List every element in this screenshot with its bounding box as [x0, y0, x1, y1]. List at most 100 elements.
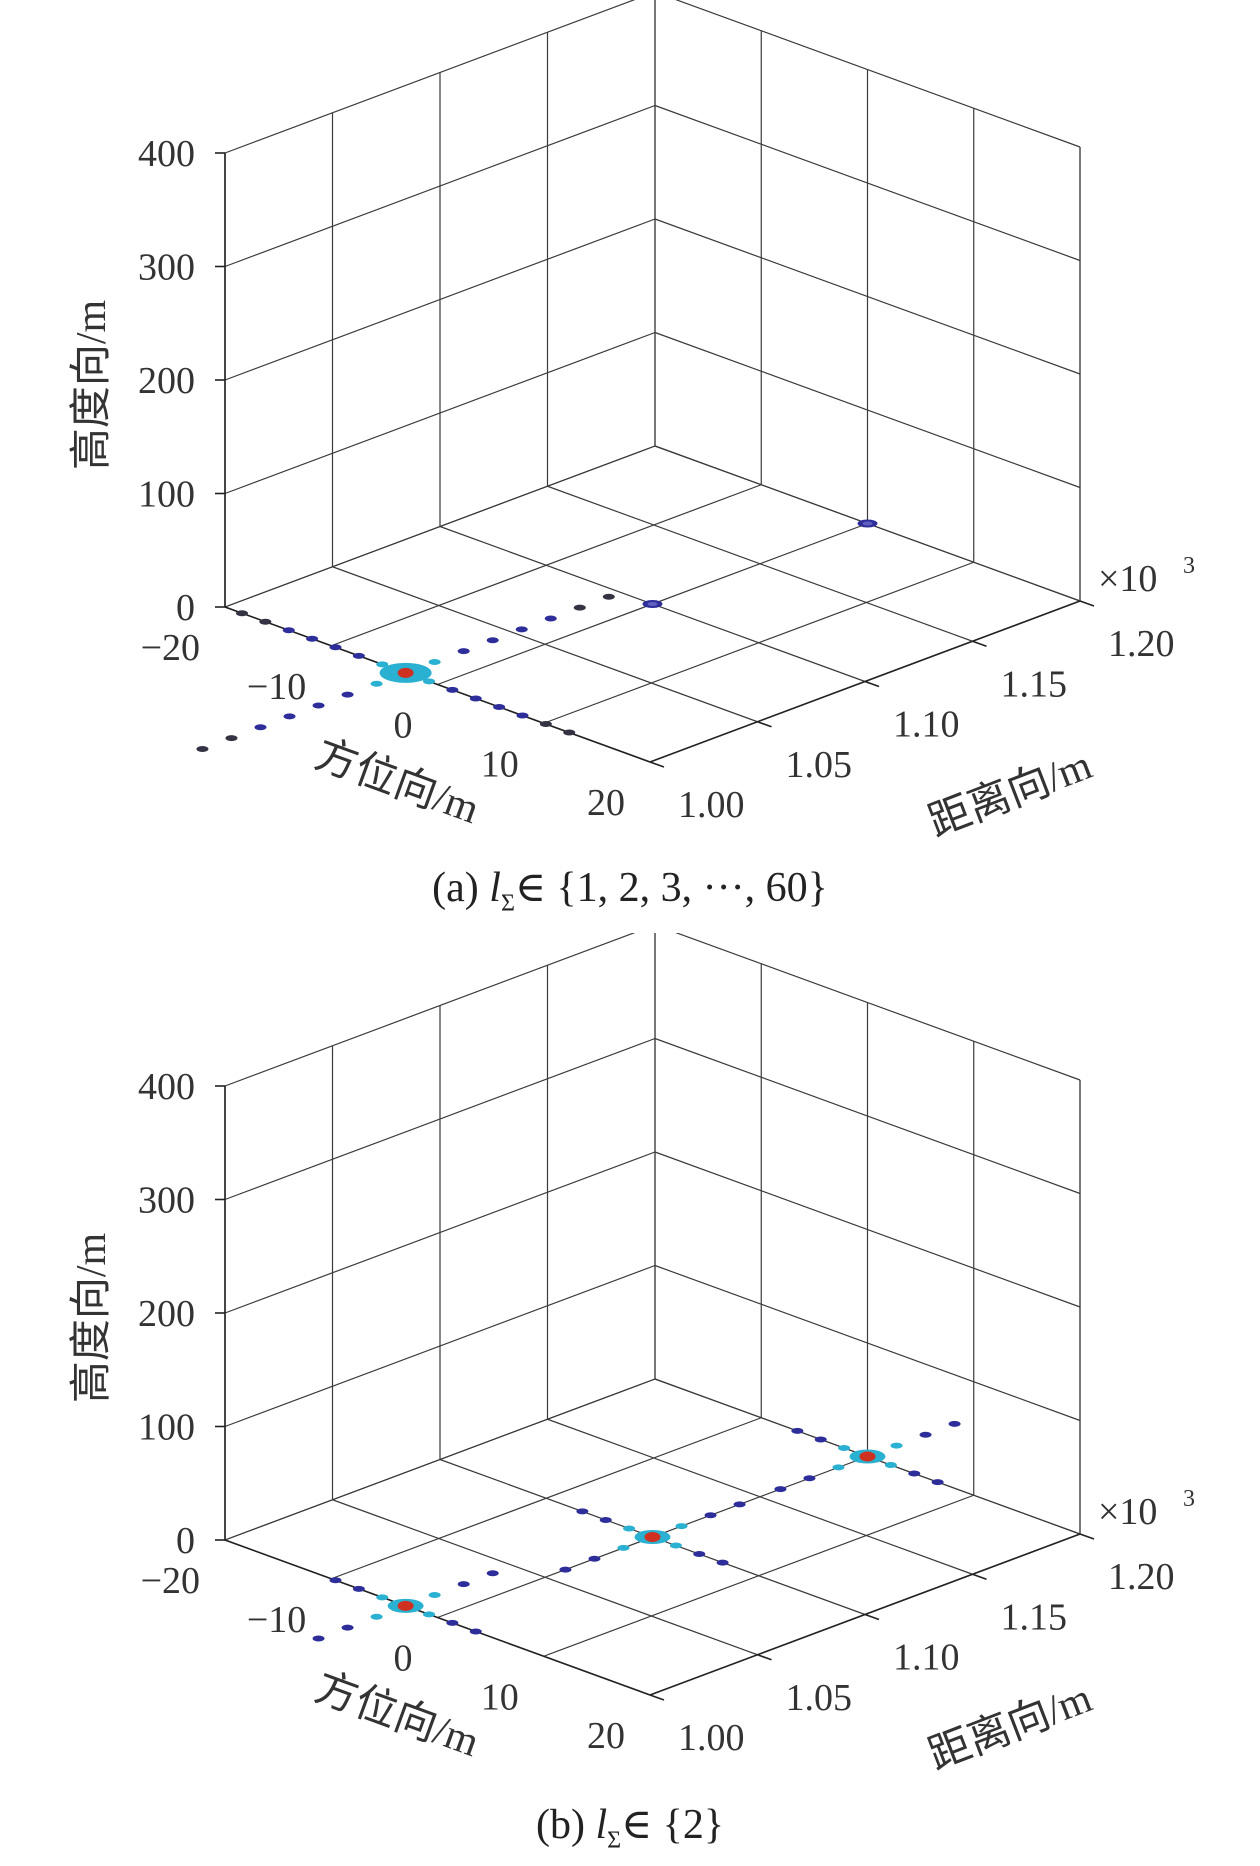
y-tick-mark	[1079, 1533, 1095, 1540]
z-tick-label: 300	[138, 1180, 195, 1222]
caption-b-prefix: (b)	[535, 1802, 596, 1848]
x-tick-label: −20	[141, 627, 200, 669]
plot-group-a: 0 100 200 300 400 −20 −10 0 10 20 1.00 1.05 1.10 1.15…	[69, 0, 1195, 846]
wall-x-horizontal	[224, 1151, 656, 1314]
x-tick-label: −20	[141, 1560, 200, 1602]
y-multiplier-exponent: 3	[1183, 1486, 1195, 1512]
arm-y-blob	[283, 713, 296, 720]
arm-x-blob	[423, 1611, 435, 1618]
wall-x-horizontal	[224, 218, 656, 381]
arm-x-blob	[446, 686, 459, 693]
chart-a-svg: 0 100 200 300 400 −20 −10 0 10 20 1.00 1.05 1.10 1.15…	[69, 0, 1195, 846]
z-axis-label: 高度向/m	[69, 300, 115, 471]
data-point-0	[312, 1570, 499, 1642]
y-multiplier-label: ×10	[1098, 1491, 1157, 1533]
y-axis-label: 距离向/m	[922, 741, 1098, 846]
x-tick-label: 0	[394, 1638, 413, 1680]
arm-x-blob	[469, 1628, 482, 1635]
arm-x-blob	[838, 1444, 851, 1451]
wall-y-horizontal	[654, 1151, 1081, 1308]
y-tick-mark	[972, 1573, 987, 1581]
caption-b: (b) lΣ∈ {2}	[0, 1799, 1260, 1854]
arm-y-blob	[588, 1555, 601, 1562]
wall-x-horizontal	[224, 933, 636, 1087]
arm-x-blob	[791, 1427, 804, 1434]
arm-x-blob	[516, 712, 529, 719]
arm-x-blob	[376, 1594, 389, 1601]
floor-gridline-y	[547, 1418, 973, 1575]
x-axis-line	[224, 1539, 651, 1696]
arm-y-blob	[312, 1635, 325, 1642]
center-peak	[397, 667, 414, 678]
arm-y-blob	[370, 1613, 383, 1620]
arm-y-blob	[486, 637, 499, 644]
arm-x-blob	[693, 1551, 706, 1558]
point-core	[862, 521, 873, 526]
arm-y-blob	[803, 1475, 816, 1482]
arm-y-blob	[544, 615, 557, 622]
arm-x-blob	[469, 695, 482, 702]
arm-y-blob	[733, 1501, 746, 1508]
arm-x-blob	[931, 1479, 944, 1486]
y-tick-mark	[757, 1653, 772, 1661]
data-point-2	[774, 1420, 961, 1493]
data-point-1	[642, 600, 663, 608]
arm-y-blob	[196, 745, 209, 752]
z-tick-label: 400	[138, 1066, 195, 1108]
point-core	[647, 602, 658, 606]
wall-y-horizontal	[675, 933, 1081, 1081]
arm-y-blob	[457, 1581, 470, 1588]
arm-x-blob	[884, 1462, 897, 1469]
y-tick-label: 1.20	[1108, 1556, 1175, 1598]
x-tick-label: 10	[481, 1676, 519, 1718]
floor-gridline-x	[543, 1494, 974, 1657]
y-tick-mark	[864, 1613, 880, 1621]
arm-y-blob	[617, 1544, 630, 1551]
arm-x-blob	[423, 678, 435, 685]
arm-x-blob	[329, 644, 342, 651]
wall-y-horizontal	[654, 104, 1081, 262]
wall-y-horizontal	[654, 1037, 1081, 1195]
arm-y-blob	[774, 1486, 787, 1493]
wall-y-horizontal	[654, 218, 1081, 375]
floor-gridline-y	[547, 485, 973, 642]
center-peak	[644, 1532, 661, 1542]
arm-y-blob	[832, 1464, 845, 1471]
caption-b-var: l	[595, 1802, 608, 1848]
arm-y-blob	[573, 604, 586, 611]
arm-x-blob	[329, 1577, 342, 1584]
chart-panel-a: 0 100 200 300 400 −20 −10 0 10 20 1.00 1.05 1.10 1.15…	[69, 0, 1195, 916]
chart-b-svg: 0 100 200 300 400 −20 −10 0 10 20 1.00 1.05 1.10 1.15…	[69, 933, 1195, 1779]
caption-a-set: ∈ {1, 2, 3, ···, 60}	[514, 865, 828, 911]
z-tick-label: 200	[138, 360, 195, 402]
arm-y-blob	[370, 680, 383, 687]
z-tick-label: 200	[138, 1293, 195, 1335]
chart-panel-b: 0 100 200 300 400 −20 −10 0 10 20 1.00 1.05 1.10 1.15…	[0, 933, 1260, 1866]
y-multiplier-exponent: 3	[1183, 553, 1195, 579]
arm-x-blob	[493, 703, 506, 710]
x-tick-label: −10	[247, 666, 306, 708]
arm-x-blob	[669, 1542, 682, 1549]
y-tick-label: 1.00	[678, 1717, 745, 1759]
data-point-2	[857, 519, 878, 528]
arm-x-blob	[259, 618, 272, 625]
arm-y-blob	[341, 691, 354, 698]
caption-a-var: l	[489, 865, 501, 911]
x-tick-label: 20	[587, 782, 625, 824]
y-tick-mark	[757, 720, 772, 728]
arm-y-blob	[254, 724, 267, 731]
z-tick-label: 400	[138, 133, 195, 175]
arm-y-blob	[312, 702, 325, 709]
y-tick-mark	[649, 1694, 665, 1701]
arm-x-blob	[716, 1559, 729, 1566]
y-tick-label: 1.00	[678, 784, 745, 826]
data-point-0	[196, 593, 615, 752]
x-tick-label: 20	[587, 1715, 625, 1757]
arm-x-blob	[908, 1470, 921, 1477]
y-tick-label: 1.20	[1108, 623, 1175, 665]
arm-y-blob	[428, 659, 441, 666]
caption-b-sub: Σ	[607, 1827, 622, 1854]
arm-y-blob	[675, 1523, 688, 1530]
arm-x-blob	[376, 661, 389, 668]
arm-y-blob	[486, 1570, 499, 1577]
